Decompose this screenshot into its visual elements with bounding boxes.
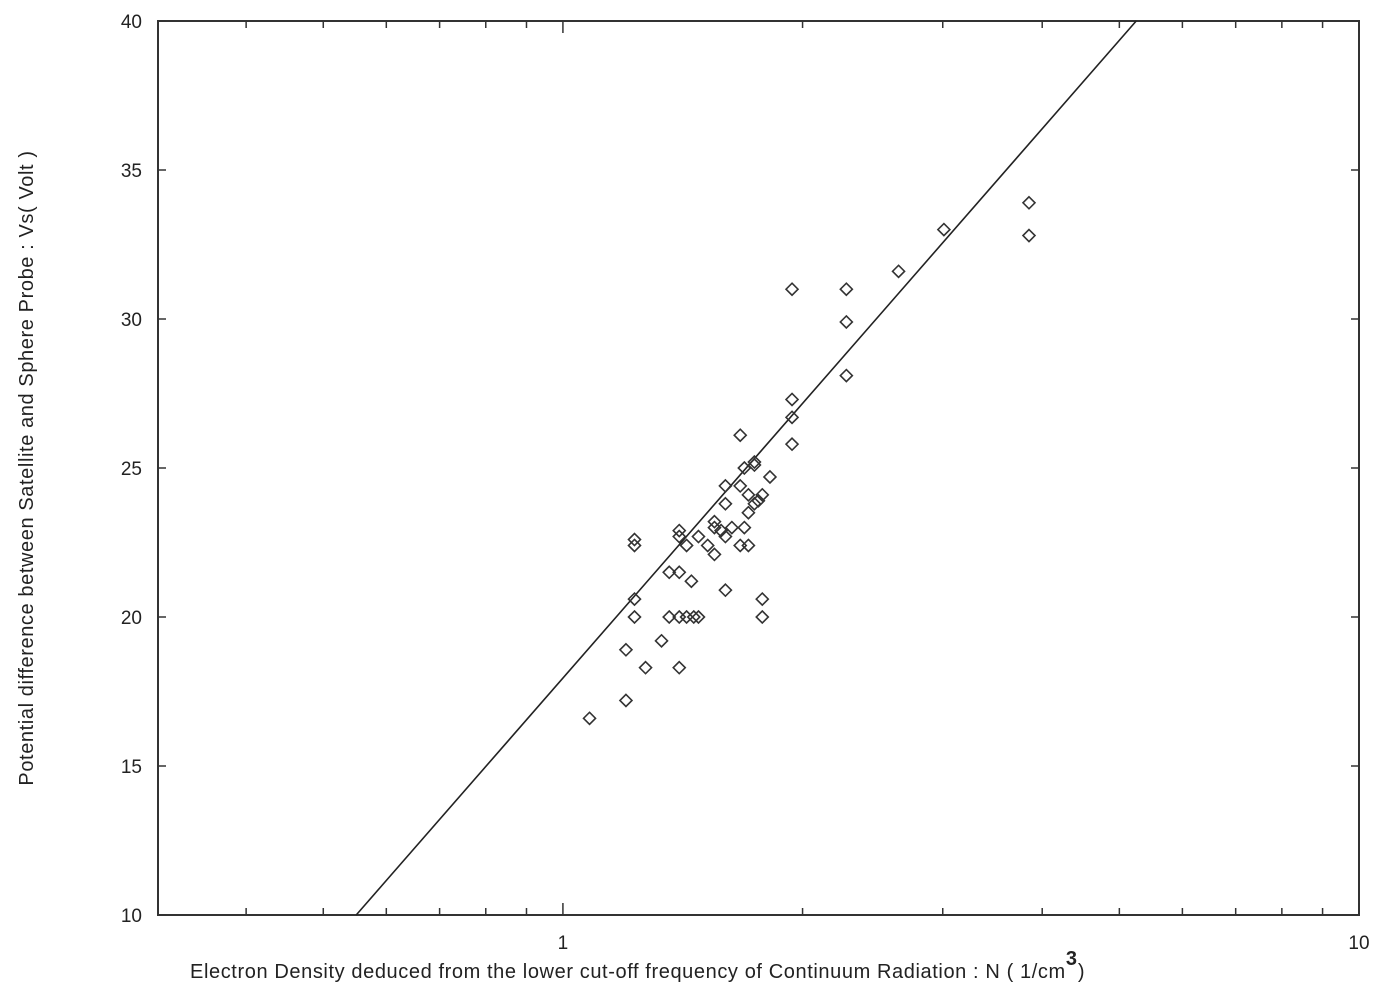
data-point <box>707 520 722 535</box>
data-point <box>672 529 687 544</box>
regression-line <box>355 20 1137 916</box>
y-tick-label: 15 <box>121 757 142 778</box>
data-point <box>755 487 770 502</box>
x-tick-label: 1 <box>558 933 569 954</box>
data-point <box>686 609 701 625</box>
data-point <box>784 282 800 297</box>
x-axis-title-main: Electron Density deduced from the lower … <box>190 961 1066 983</box>
data-point <box>891 264 906 279</box>
x-axis-title-superscript: 3 <box>1066 948 1078 970</box>
data-point <box>936 222 952 237</box>
data-point <box>733 538 748 553</box>
data-point <box>707 547 722 562</box>
data-point <box>618 693 634 708</box>
data-point <box>751 493 766 508</box>
data-point <box>627 538 642 553</box>
data-point <box>638 660 653 675</box>
data-point <box>733 428 748 443</box>
y-axis-title: Potential difference between Satellite a… <box>16 150 38 785</box>
data-point <box>672 660 687 675</box>
data-point <box>718 529 733 544</box>
data-point <box>691 529 706 544</box>
data-point <box>784 410 800 425</box>
data-point <box>741 487 756 502</box>
data-point <box>684 574 699 589</box>
data-point <box>1021 228 1037 243</box>
x-tick-label: 10 <box>1348 933 1369 954</box>
data-point <box>733 478 748 494</box>
data-point <box>784 437 800 452</box>
data-point <box>718 496 733 511</box>
data-point <box>627 532 642 547</box>
data-point <box>627 609 642 625</box>
data-point <box>627 591 642 607</box>
data-point <box>718 583 733 598</box>
x-axis-title-close: ) <box>1078 961 1085 983</box>
axis-ticks <box>158 20 1360 916</box>
y-tick-label: 35 <box>121 161 142 182</box>
data-point <box>747 454 762 470</box>
data-point <box>839 368 854 383</box>
data-point <box>662 565 677 580</box>
data-point <box>747 457 762 473</box>
data-point <box>700 538 715 553</box>
y-tick-label: 10 <box>121 906 142 927</box>
y-tick-label: 30 <box>121 310 142 331</box>
data-point <box>741 538 756 553</box>
data-point <box>1021 195 1037 210</box>
data-point <box>784 392 800 407</box>
y-tick-label: 20 <box>121 608 142 629</box>
data-point <box>747 496 762 511</box>
data-point <box>755 609 770 625</box>
data-point <box>654 633 669 648</box>
data-point <box>582 711 597 726</box>
y-tick-label: 40 <box>121 12 142 33</box>
data-point <box>672 565 687 580</box>
data-point <box>839 314 854 330</box>
data-point <box>618 642 634 657</box>
data-point <box>839 282 854 297</box>
data-point <box>755 591 770 607</box>
x-axis-title: Electron Density deduced from the lower … <box>190 948 1085 983</box>
data-point <box>762 469 778 485</box>
data-points <box>582 195 1037 726</box>
data-point <box>691 609 706 625</box>
data-point <box>672 523 687 538</box>
axis-tick-labels: 10 15 20 25 30 35 40 1 10 <box>121 12 1370 954</box>
data-point <box>718 478 733 494</box>
y-tick-label: 25 <box>121 459 142 480</box>
data-point <box>707 514 722 529</box>
data-point <box>737 520 752 535</box>
data-point <box>662 609 677 625</box>
data-point <box>713 523 729 538</box>
data-point <box>724 520 739 535</box>
data-point <box>679 538 694 553</box>
data-point <box>679 609 694 625</box>
data-point <box>741 505 756 520</box>
